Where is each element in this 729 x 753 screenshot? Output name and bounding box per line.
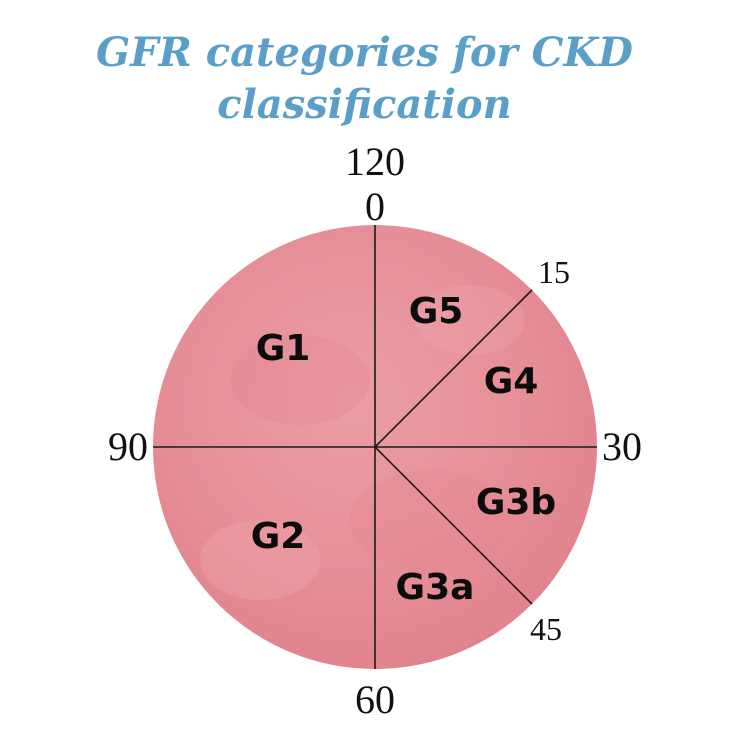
scale-label-120: 120 (345, 139, 405, 184)
scale-label-0: 0 (365, 184, 385, 229)
watercolor-blotch (200, 520, 320, 600)
zone-label-g5: G5 (409, 291, 464, 332)
watercolor-blotch (350, 470, 510, 570)
scale-label-15: 15 (538, 254, 570, 290)
zone-label-g3b: G3b (476, 482, 556, 523)
zone-label-g2: G2 (251, 516, 306, 557)
scale-label-90: 90 (108, 424, 148, 469)
diagram-title-line-1: GFR categories for CKD (96, 29, 633, 76)
zone-label-g4: G4 (484, 361, 539, 402)
watercolor-blotch (230, 335, 370, 425)
zone-label-g1: G1 (256, 328, 311, 369)
diagram-title-line-2: classification (217, 81, 512, 128)
watercolor-blotch (415, 285, 525, 355)
zone-label-g3a: G3a (396, 567, 475, 608)
divider-45 (374, 446, 533, 605)
scale-label-30: 30 (602, 424, 642, 469)
scale-label-45: 45 (530, 611, 562, 647)
divider-15 (374, 289, 533, 448)
scale-label-60: 60 (355, 677, 395, 722)
